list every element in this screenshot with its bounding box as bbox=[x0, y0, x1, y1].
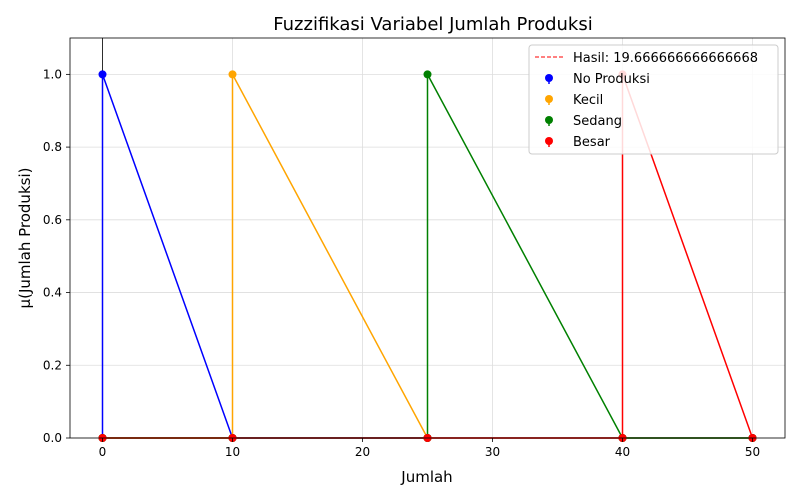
tick-layer: 0 10 20 30 40 50 0.0 0.2 0.4 0.6 0.8 1.0 bbox=[43, 67, 760, 459]
legend-swatch-marker bbox=[545, 137, 553, 145]
y-tick-label: 0.8 bbox=[43, 140, 62, 154]
legend-swatch-marker bbox=[545, 95, 553, 103]
legend-swatch-marker bbox=[545, 116, 553, 124]
axes-frame bbox=[69, 37, 786, 439]
legend-result-label: Hasil: 19.666666666666668 bbox=[573, 51, 758, 66]
y-tick-label: 0.2 bbox=[43, 358, 62, 372]
plot-frame bbox=[69, 37, 786, 439]
legend-series-label: Sedang bbox=[573, 114, 622, 129]
y-tick-label: 0.0 bbox=[43, 431, 62, 445]
legend-series-label: Kecil bbox=[573, 93, 603, 108]
y-tick-label: 0.6 bbox=[43, 213, 62, 227]
series-point-2 bbox=[423, 70, 432, 79]
x-axis-label: Jumlah bbox=[400, 468, 452, 486]
legend: Hasil: 19.666666666666668 No Produksi Keci… bbox=[528, 44, 779, 155]
x-tick-label: 40 bbox=[615, 445, 630, 459]
y-tick-label: 1.0 bbox=[43, 67, 62, 81]
legend-swatch-marker bbox=[545, 74, 553, 82]
legend-series-label: No Produksi bbox=[573, 72, 650, 87]
chart-title: Fuzzifikasi Variabel Jumlah Produksi bbox=[273, 14, 592, 35]
x-tick-label: 30 bbox=[485, 445, 500, 459]
x-tick-label: 10 bbox=[225, 445, 240, 459]
legend-series-label: Besar bbox=[573, 135, 611, 150]
x-tick-label: 50 bbox=[745, 445, 760, 459]
series-point-0 bbox=[98, 70, 107, 79]
legend-box bbox=[528, 44, 779, 155]
y-axis-label: μ(Jumlah Produksi) bbox=[16, 168, 34, 309]
series-point-1 bbox=[228, 70, 237, 79]
y-tick-label: 0.4 bbox=[43, 286, 62, 300]
x-tick-label: 0 bbox=[99, 445, 107, 459]
x-tick-label: 20 bbox=[355, 445, 370, 459]
